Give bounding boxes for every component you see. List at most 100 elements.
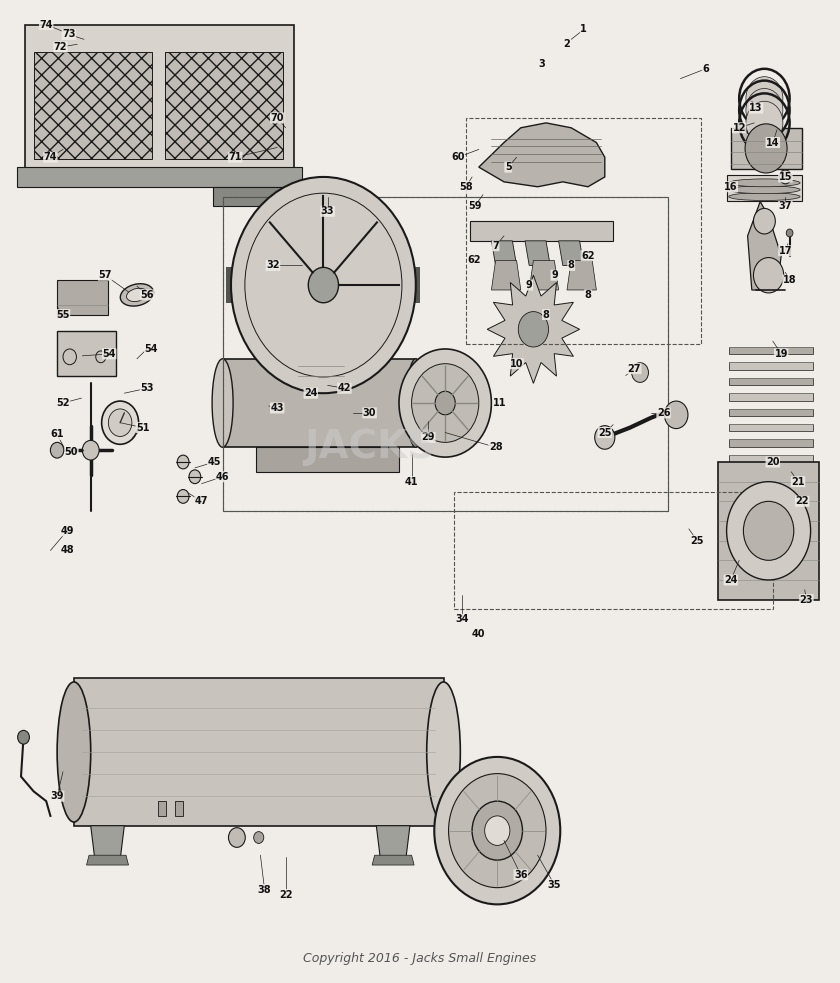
Bar bbox=[223, 197, 668, 511]
Text: 6: 6 bbox=[702, 64, 709, 74]
Polygon shape bbox=[487, 275, 580, 383]
Text: 10: 10 bbox=[510, 359, 523, 369]
Polygon shape bbox=[729, 363, 813, 370]
Bar bbox=[57, 331, 116, 376]
Polygon shape bbox=[729, 347, 813, 355]
Ellipse shape bbox=[427, 682, 460, 822]
Polygon shape bbox=[729, 409, 813, 416]
Bar bbox=[454, 492, 773, 609]
Polygon shape bbox=[91, 826, 124, 860]
Text: 15: 15 bbox=[779, 172, 792, 182]
Text: 35: 35 bbox=[548, 880, 561, 890]
Circle shape bbox=[753, 208, 775, 234]
Text: 25: 25 bbox=[690, 536, 704, 546]
Circle shape bbox=[632, 363, 648, 382]
Circle shape bbox=[780, 170, 791, 184]
Text: 9: 9 bbox=[526, 280, 533, 290]
Polygon shape bbox=[376, 826, 410, 860]
Bar bbox=[298, 346, 344, 385]
Text: 12: 12 bbox=[732, 123, 746, 133]
Polygon shape bbox=[87, 855, 129, 865]
Polygon shape bbox=[559, 241, 584, 265]
Text: 45: 45 bbox=[207, 457, 221, 467]
Text: 54: 54 bbox=[102, 349, 116, 359]
Polygon shape bbox=[17, 167, 302, 187]
Text: 5: 5 bbox=[505, 162, 512, 172]
Ellipse shape bbox=[407, 359, 425, 447]
Text: 23: 23 bbox=[800, 595, 813, 605]
Text: 34: 34 bbox=[455, 614, 469, 624]
Text: 27: 27 bbox=[627, 364, 641, 374]
Bar bbox=[57, 280, 108, 315]
Polygon shape bbox=[227, 267, 421, 303]
Ellipse shape bbox=[57, 682, 91, 822]
Text: 56: 56 bbox=[140, 290, 154, 300]
Text: 40: 40 bbox=[472, 629, 486, 639]
Circle shape bbox=[746, 77, 783, 120]
Text: 9: 9 bbox=[551, 270, 558, 280]
Text: 73: 73 bbox=[62, 29, 76, 39]
Polygon shape bbox=[748, 202, 781, 290]
Circle shape bbox=[595, 426, 615, 449]
Circle shape bbox=[746, 88, 783, 132]
Text: 52: 52 bbox=[56, 398, 70, 408]
Text: 14: 14 bbox=[766, 138, 780, 147]
Polygon shape bbox=[525, 241, 550, 265]
Circle shape bbox=[82, 440, 99, 460]
Text: 13: 13 bbox=[749, 103, 763, 113]
Text: 39: 39 bbox=[50, 791, 64, 801]
Circle shape bbox=[518, 312, 549, 347]
Bar bbox=[158, 801, 166, 816]
Circle shape bbox=[753, 258, 784, 293]
Text: 24: 24 bbox=[304, 388, 318, 398]
Text: 48: 48 bbox=[60, 546, 74, 555]
Text: 3: 3 bbox=[538, 59, 545, 69]
Polygon shape bbox=[25, 25, 294, 177]
Circle shape bbox=[108, 409, 132, 436]
Text: 41: 41 bbox=[405, 477, 418, 487]
Polygon shape bbox=[213, 187, 311, 206]
Text: 70: 70 bbox=[270, 113, 284, 123]
Text: 42: 42 bbox=[338, 383, 351, 393]
Circle shape bbox=[228, 828, 245, 847]
Circle shape bbox=[485, 816, 510, 845]
Text: 11: 11 bbox=[493, 398, 507, 408]
Text: 22: 22 bbox=[279, 890, 292, 899]
Text: 71: 71 bbox=[228, 152, 242, 162]
Polygon shape bbox=[372, 855, 414, 865]
Ellipse shape bbox=[729, 179, 801, 187]
Polygon shape bbox=[729, 393, 813, 401]
Circle shape bbox=[743, 501, 794, 560]
Text: 24: 24 bbox=[724, 575, 738, 585]
Ellipse shape bbox=[127, 288, 147, 302]
Text: 58: 58 bbox=[459, 182, 473, 192]
Circle shape bbox=[189, 470, 201, 484]
Text: 50: 50 bbox=[65, 447, 78, 457]
Polygon shape bbox=[729, 439, 813, 446]
Circle shape bbox=[449, 774, 546, 888]
Text: 16: 16 bbox=[724, 182, 738, 192]
Polygon shape bbox=[479, 123, 605, 187]
Ellipse shape bbox=[212, 359, 234, 447]
Circle shape bbox=[472, 801, 522, 860]
Text: Copyright 2016 - Jacks Small Engines: Copyright 2016 - Jacks Small Engines bbox=[303, 952, 537, 965]
Text: 28: 28 bbox=[489, 442, 502, 452]
Bar bbox=[175, 801, 183, 816]
Text: JACKS: JACKS bbox=[304, 429, 435, 466]
Polygon shape bbox=[256, 447, 399, 472]
Text: 2: 2 bbox=[564, 39, 570, 49]
Text: 49: 49 bbox=[60, 526, 74, 536]
Text: 47: 47 bbox=[195, 496, 208, 506]
Circle shape bbox=[177, 455, 189, 469]
Text: 37: 37 bbox=[779, 202, 792, 211]
Text: 46: 46 bbox=[216, 472, 229, 482]
Polygon shape bbox=[491, 241, 517, 265]
Polygon shape bbox=[223, 359, 416, 447]
Text: 61: 61 bbox=[50, 430, 64, 439]
Text: 21: 21 bbox=[791, 477, 805, 487]
Bar bbox=[466, 118, 701, 344]
Circle shape bbox=[412, 364, 479, 442]
Text: 7: 7 bbox=[492, 241, 499, 251]
Circle shape bbox=[254, 832, 264, 843]
Circle shape bbox=[746, 101, 783, 145]
